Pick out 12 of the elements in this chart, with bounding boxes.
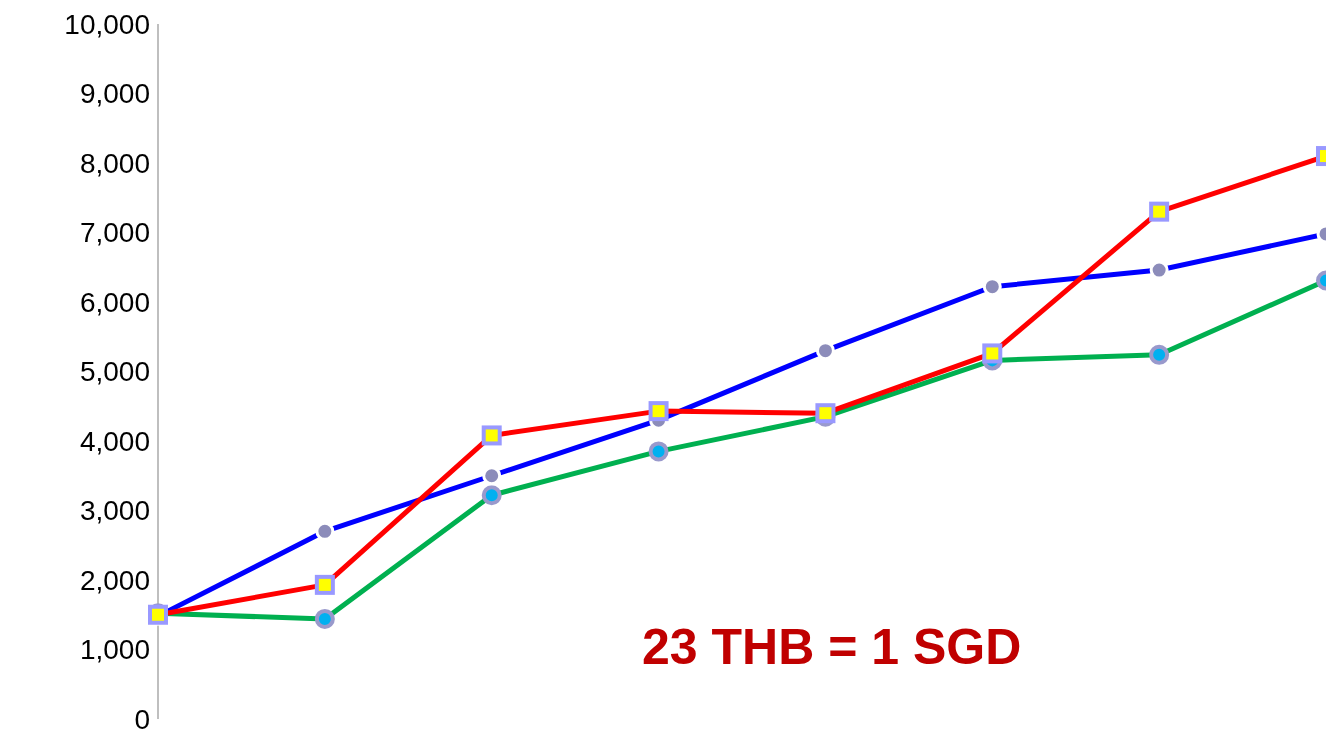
y-tick-label: 5,000 <box>79 356 150 388</box>
y-tick-label: 9,000 <box>79 78 150 110</box>
y-tick-label: 3,000 <box>79 495 150 527</box>
y-tick-label: 10,000 <box>64 8 150 40</box>
y-tick-label: 2,000 <box>79 564 150 596</box>
y-tick-label: 0 <box>134 703 150 733</box>
y-tick-label: 4,000 <box>79 425 150 457</box>
y-tick-label: 7,000 <box>79 217 150 249</box>
y-tick-label: 6,000 <box>79 286 150 318</box>
y-tick-label: 1,000 <box>79 634 150 666</box>
y-tick-label: 8,000 <box>79 147 150 179</box>
annotation: 23 THB = 1 SGD <box>642 618 1022 676</box>
